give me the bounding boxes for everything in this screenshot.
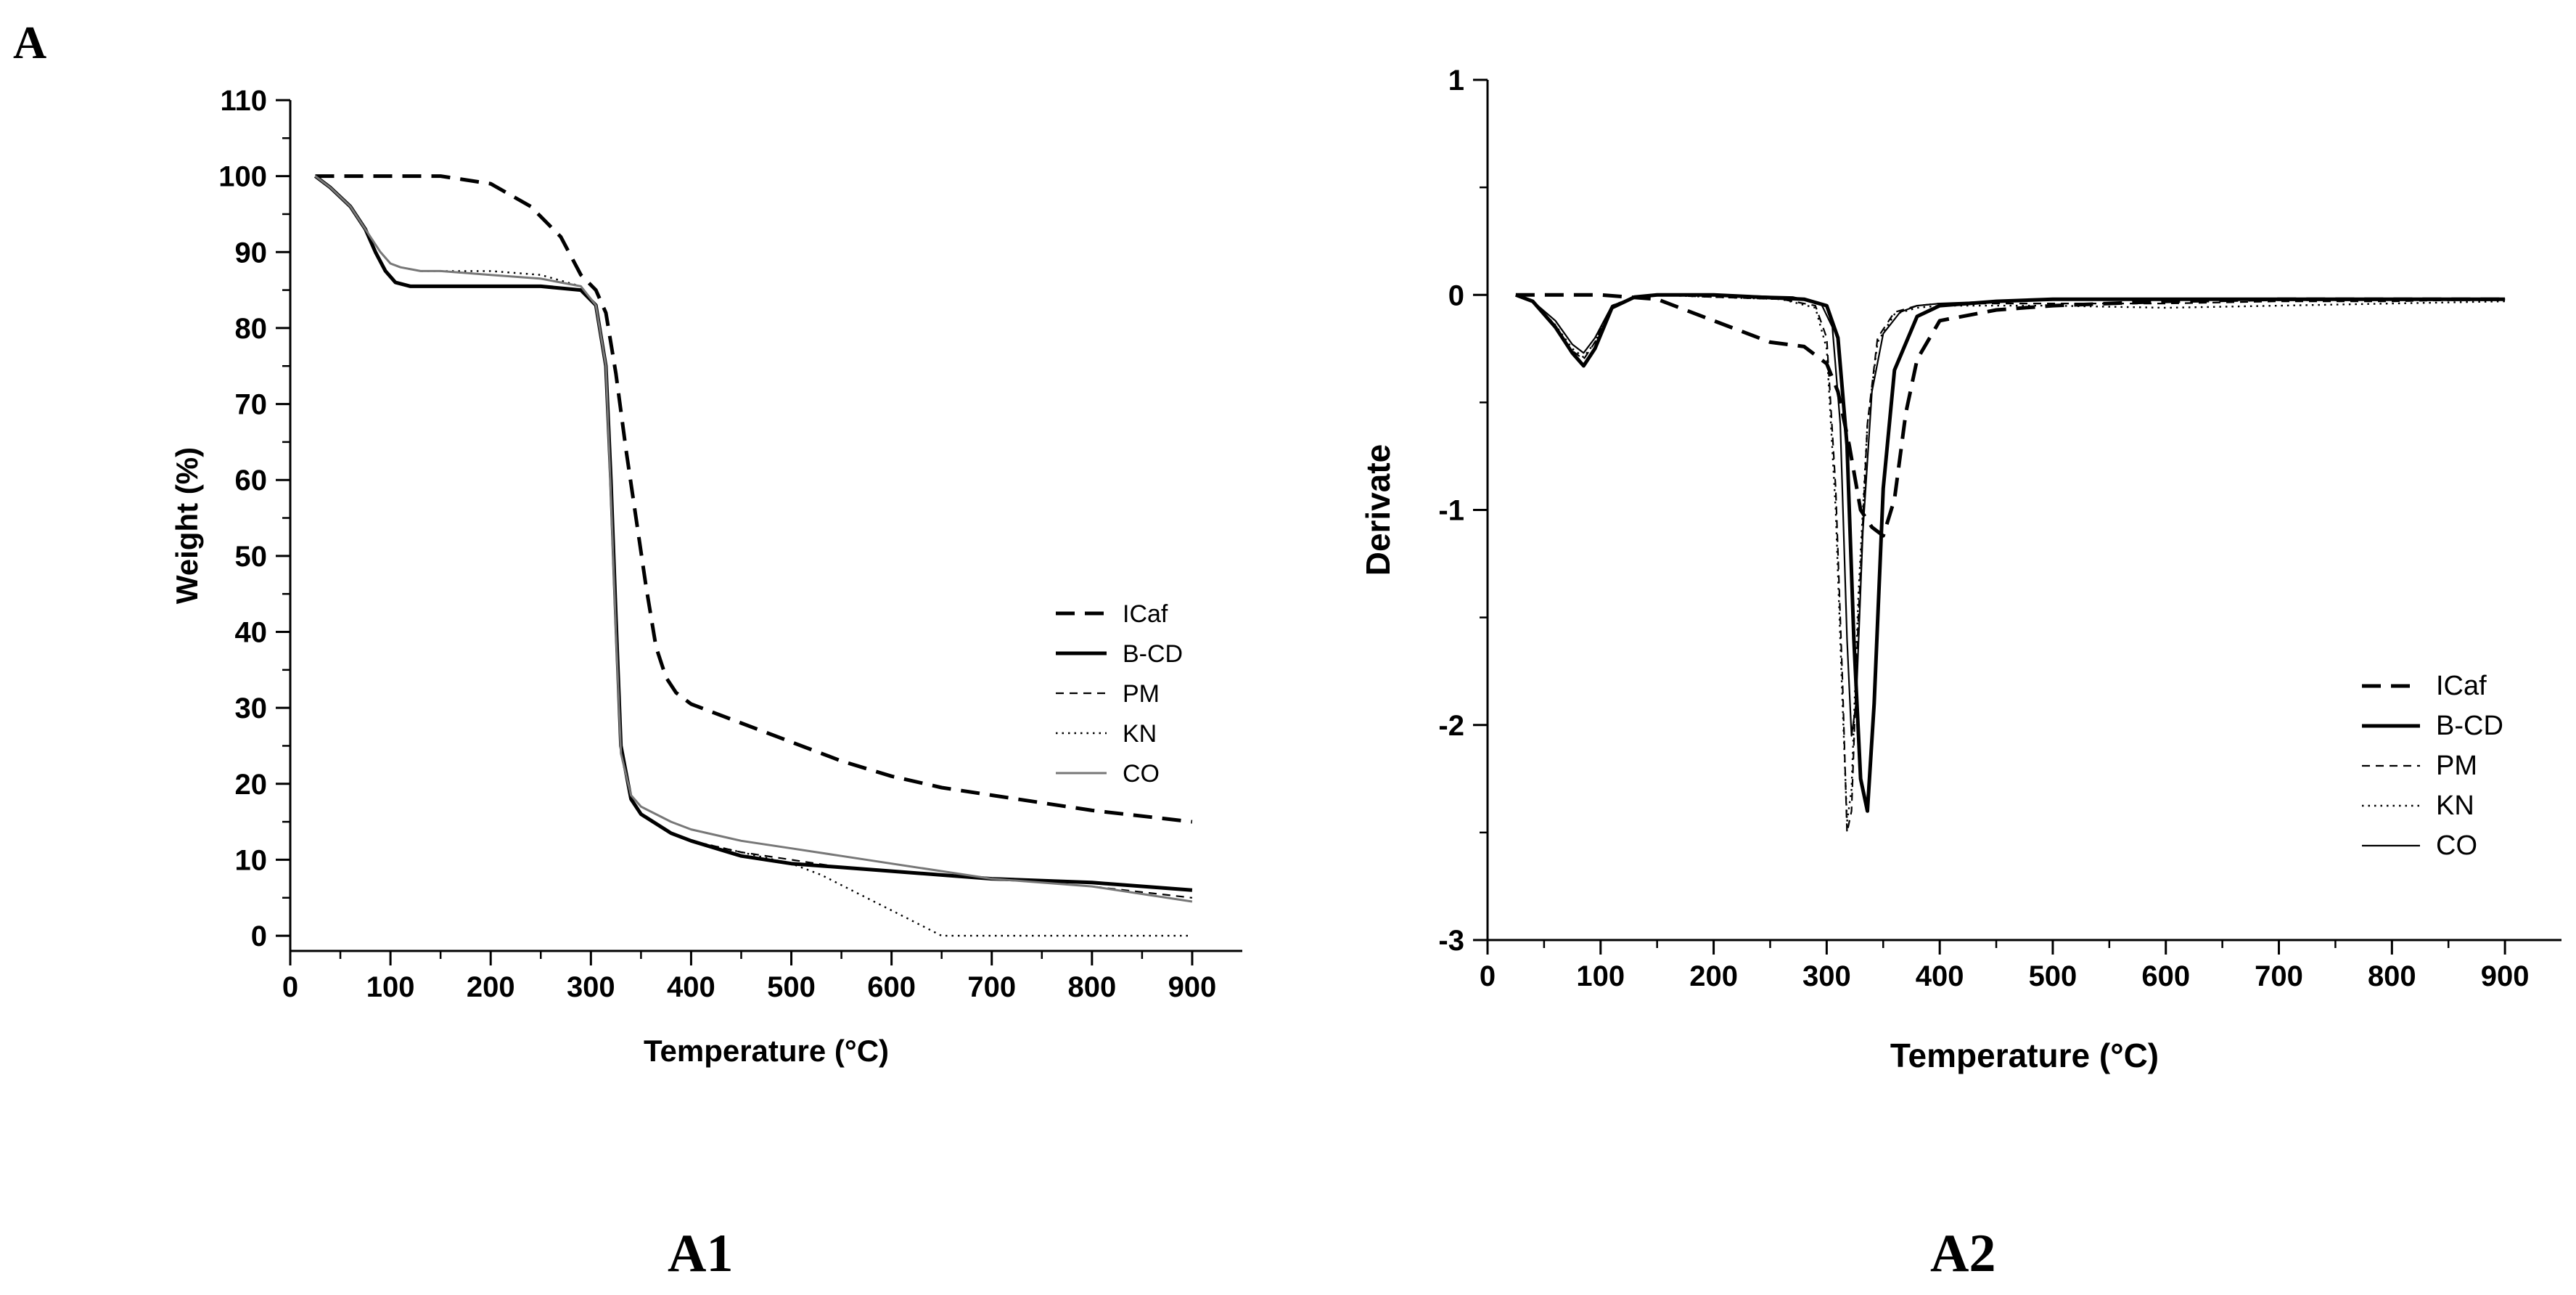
series-line-co — [314, 175, 1193, 903]
legend-label-icaf: ICaf — [2436, 671, 2487, 701]
chart-a2-derivative: 0 100 200 300 400 500 600 700 800 900 -3 -2 -1 0 1 Temp… — [1359, 65, 2561, 1074]
x-tick-label: 600 — [2141, 960, 2190, 992]
x-tick-label: 500 — [2029, 960, 2077, 992]
figure-label: A — [13, 17, 47, 68]
chart-a1-weight: 0 100 200 300 400 500 600 700 800 900 0 10 20 30 40 50 6… — [170, 85, 1242, 1068]
x-tick-label: 800 — [2368, 960, 2416, 992]
y-axis-title: Weight (%) — [170, 447, 204, 604]
legend-label-co: CO — [1123, 760, 1160, 788]
series-line-kn — [314, 175, 1192, 937]
x-tick-label: 0 — [282, 971, 298, 1003]
x-tick-label: 100 — [1576, 960, 1625, 992]
y-tick-label: 20 — [235, 769, 268, 801]
x-tick-label: 300 — [567, 971, 615, 1003]
y-tick-label: 10 — [235, 844, 268, 876]
x-tick-label: 700 — [967, 971, 1016, 1003]
y-tick-label: 30 — [235, 693, 268, 724]
x-tick-label: 900 — [1168, 971, 1217, 1003]
y-tick-label: 60 — [235, 465, 268, 497]
series-line-kn — [1515, 294, 2506, 823]
legend-label-b-cd: B-CD — [2436, 711, 2503, 741]
x-axis-title: Temperature (°C) — [644, 1034, 889, 1068]
y-tick-label: 0 — [1448, 279, 1464, 311]
series-line-co — [1515, 294, 2506, 737]
y-tick-label: 100 — [218, 161, 267, 193]
y-tick-label: -1 — [1438, 495, 1464, 527]
y-tick-label: -3 — [1438, 925, 1464, 957]
series-line-pm — [314, 175, 1193, 899]
y-tick-label: 80 — [235, 313, 268, 345]
x-tick-label: 100 — [366, 971, 415, 1003]
legend-label-kn: KN — [1123, 720, 1157, 748]
legend-label-kn: KN — [2436, 791, 2474, 821]
x-tick-label: 200 — [467, 971, 515, 1003]
legend-label-icaf: ICaf — [1123, 600, 1168, 628]
y-tick-label: 110 — [220, 85, 267, 117]
x-tick-label: 200 — [1689, 960, 1738, 992]
x-axis-title: Temperature (°C) — [1890, 1037, 2159, 1074]
x-tick-label: 400 — [667, 971, 715, 1003]
x-tick-label: 500 — [767, 971, 816, 1003]
y-tick-label: 90 — [235, 237, 268, 269]
series-line-pm — [1515, 294, 2506, 834]
y-tick-label: 70 — [235, 389, 268, 421]
y-tick-label: 40 — [235, 617, 268, 649]
legend-label-b-cd: B-CD — [1123, 640, 1183, 668]
x-tick-label: 600 — [867, 971, 916, 1003]
y-tick-label: 0 — [251, 920, 267, 952]
y-axis-title: Derivate — [1359, 444, 1397, 576]
series-line-b-cd — [1515, 293, 2506, 813]
series-line-icaf — [1515, 293, 2506, 538]
panel-label-a1: A1 — [668, 1224, 734, 1283]
y-tick-label: -2 — [1438, 710, 1464, 742]
series-line-b-cd — [313, 174, 1193, 892]
panel-label-a2: A2 — [1930, 1224, 1996, 1283]
legend-label-pm: PM — [1123, 680, 1160, 708]
x-tick-label: 900 — [2481, 960, 2530, 992]
x-tick-label: 400 — [1916, 960, 1964, 992]
x-tick-label: 0 — [1480, 960, 1496, 992]
y-tick-label: 1 — [1448, 65, 1464, 97]
series-line-icaf — [315, 174, 1193, 824]
x-tick-label: 700 — [2255, 960, 2303, 992]
legend-label-pm: PM — [2436, 751, 2477, 781]
legend-label-co: CO — [2436, 830, 2477, 861]
x-tick-label: 300 — [1802, 960, 1851, 992]
y-tick-label: 50 — [235, 541, 268, 573]
x-tick-label: 800 — [1067, 971, 1116, 1003]
